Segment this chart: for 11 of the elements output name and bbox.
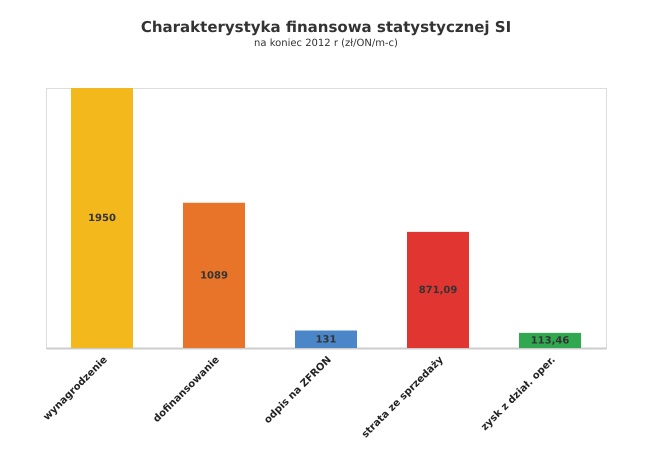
data-label: 131	[316, 334, 336, 346]
bar	[407, 232, 469, 348]
data-label: 1950	[88, 213, 116, 224]
data-label: 1089	[200, 270, 228, 282]
bar	[295, 330, 357, 348]
data-label: 871,09	[418, 284, 458, 296]
bar	[183, 202, 245, 348]
bar	[71, 88, 133, 348]
chart-subtitle: na koniec 2012 r (zł/ON/m-c)	[254, 38, 398, 49]
data-label: 113,46	[530, 335, 570, 346]
chart-title: Charakterystyka finansowa statystycznej SI	[140, 18, 512, 36]
